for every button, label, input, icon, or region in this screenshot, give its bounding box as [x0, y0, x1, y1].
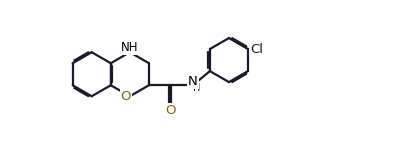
- Text: O: O: [166, 104, 176, 117]
- Text: N: N: [188, 75, 198, 88]
- Text: NH: NH: [121, 41, 139, 54]
- Text: Cl: Cl: [250, 43, 263, 56]
- Text: O: O: [120, 90, 131, 103]
- Text: H: H: [193, 83, 201, 93]
